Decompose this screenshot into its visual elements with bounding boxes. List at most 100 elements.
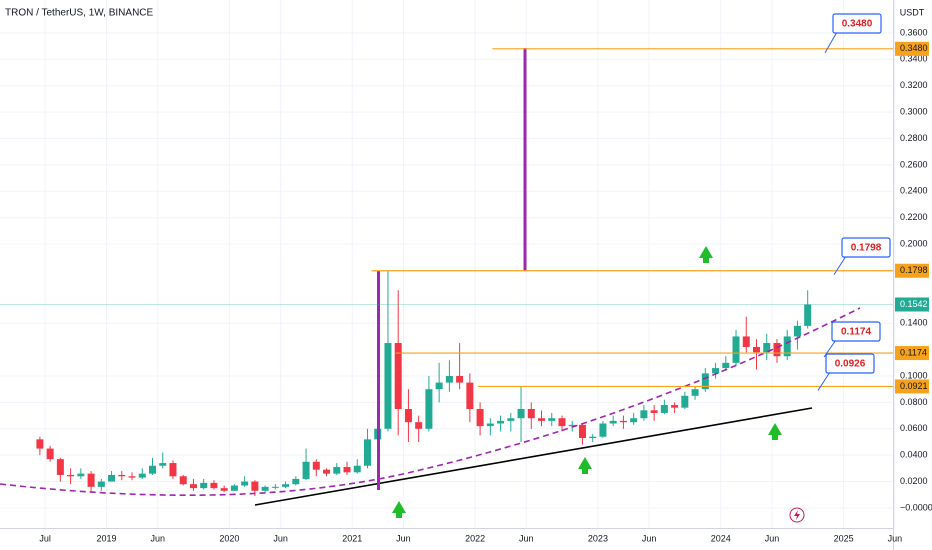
candle-body	[722, 362, 730, 369]
y-tick-label: 0.3200	[900, 80, 928, 90]
candle-body	[302, 461, 310, 479]
candle-body	[650, 410, 658, 413]
candle-body	[732, 336, 740, 363]
candle-body	[353, 465, 361, 473]
candle-body	[67, 474, 75, 477]
candle-body	[507, 418, 515, 421]
candle-body	[149, 465, 157, 474]
x-tick-label: Jun	[396, 533, 411, 543]
candle-body	[793, 325, 801, 337]
y-tick-label: 0.3400	[900, 54, 928, 64]
candle-body	[56, 459, 64, 475]
candle-body	[333, 467, 341, 474]
x-tick-label: Jun	[642, 533, 657, 543]
candle-body	[159, 463, 167, 466]
level-badge-label: 0.3480	[900, 43, 928, 53]
candle-body	[599, 423, 607, 437]
candle-body	[292, 478, 300, 485]
candle-body	[138, 473, 146, 478]
candle-body	[497, 420, 505, 424]
x-tick-label: Jun	[765, 533, 780, 543]
up-arrow	[768, 423, 782, 440]
callout-box	[825, 353, 875, 374]
candle-body	[630, 418, 638, 423]
candle-body	[783, 336, 791, 357]
level-badge-label: 0.0921	[900, 381, 928, 391]
candle-body	[179, 476, 187, 485]
candle-body	[323, 469, 331, 474]
x-tick-label: 2024	[711, 533, 731, 543]
level-badge	[895, 41, 929, 56]
candle-body	[189, 484, 197, 489]
candle-body	[538, 418, 546, 421]
candle-body	[548, 418, 556, 421]
candle-body	[363, 439, 371, 466]
candle-body	[220, 488, 228, 491]
candle-body	[456, 376, 464, 383]
x-tick-label: Jun	[519, 533, 534, 543]
candle-body	[763, 343, 771, 353]
y-tick-label: 0.2600	[900, 159, 928, 169]
candle-body	[241, 481, 249, 486]
y-tick-label: 0.3600	[900, 27, 928, 37]
candle-body	[415, 422, 423, 429]
x-tick-label: 2019	[97, 533, 117, 543]
y-tick-label: 0.2800	[900, 133, 928, 143]
level-badge	[895, 346, 929, 361]
candle-body	[200, 482, 208, 489]
x-tick-label: 2022	[465, 533, 485, 543]
callout-label: 0.1174	[841, 327, 871, 338]
x-tick-label: 2021	[342, 533, 362, 543]
candle-body	[589, 436, 597, 439]
last-price-badge	[895, 297, 929, 312]
candle-body	[466, 382, 474, 409]
x-tick-label: Jun	[273, 533, 288, 543]
chart-title: TRON / TetherUS, 1W, BINANCE	[5, 8, 154, 19]
callout-box	[841, 237, 891, 258]
callout-box	[832, 13, 882, 34]
level-badge	[895, 379, 929, 394]
candle-body	[230, 485, 238, 491]
y-tick-label: 0.0200	[900, 476, 928, 486]
candle-body	[568, 424, 576, 427]
candle-body	[742, 336, 750, 347]
y-tick-label: 0.3000	[900, 107, 928, 117]
candle-body	[773, 343, 781, 357]
candle-body	[77, 473, 85, 477]
candle-body	[445, 376, 453, 383]
up-arrow	[392, 501, 406, 518]
y-tick-label: 0.0800	[900, 397, 928, 407]
up-arrow	[578, 457, 592, 474]
candle-body	[701, 373, 709, 390]
callout-pointer	[833, 255, 847, 275]
last-price-label: 0.1542	[900, 299, 928, 309]
y-tick-label: 0.0600	[900, 423, 928, 433]
candle-body	[671, 405, 679, 408]
candle-body	[108, 474, 116, 482]
y-tick-label: 0.2400	[900, 186, 928, 196]
candle-body	[343, 467, 351, 473]
x-tick-label: 2025	[834, 533, 854, 543]
candle-body	[128, 476, 136, 478]
y-tick-label: 0.2000	[900, 238, 928, 248]
candle-body	[681, 395, 689, 408]
candle-body	[404, 408, 412, 423]
candle-body	[312, 461, 320, 470]
level-badge-label: 0.1798	[900, 265, 928, 275]
event-icon[interactable]	[789, 507, 805, 523]
x-tick-label: Jul	[39, 533, 51, 543]
candle-body	[712, 368, 720, 374]
candle-body	[609, 420, 617, 424]
x-tick-label: Jun	[888, 533, 903, 543]
candle-body	[527, 408, 535, 419]
candle-body	[118, 474, 126, 477]
candle-body	[578, 424, 586, 439]
candle-body	[97, 481, 105, 487]
candle-body	[517, 408, 525, 419]
x-tick-label: 2020	[219, 533, 239, 543]
candle-body	[476, 408, 484, 427]
level-badge-label: 0.1174	[900, 347, 927, 357]
candle-body	[691, 389, 699, 396]
callout-pointer	[824, 31, 838, 54]
marks	[36, 270, 812, 497]
